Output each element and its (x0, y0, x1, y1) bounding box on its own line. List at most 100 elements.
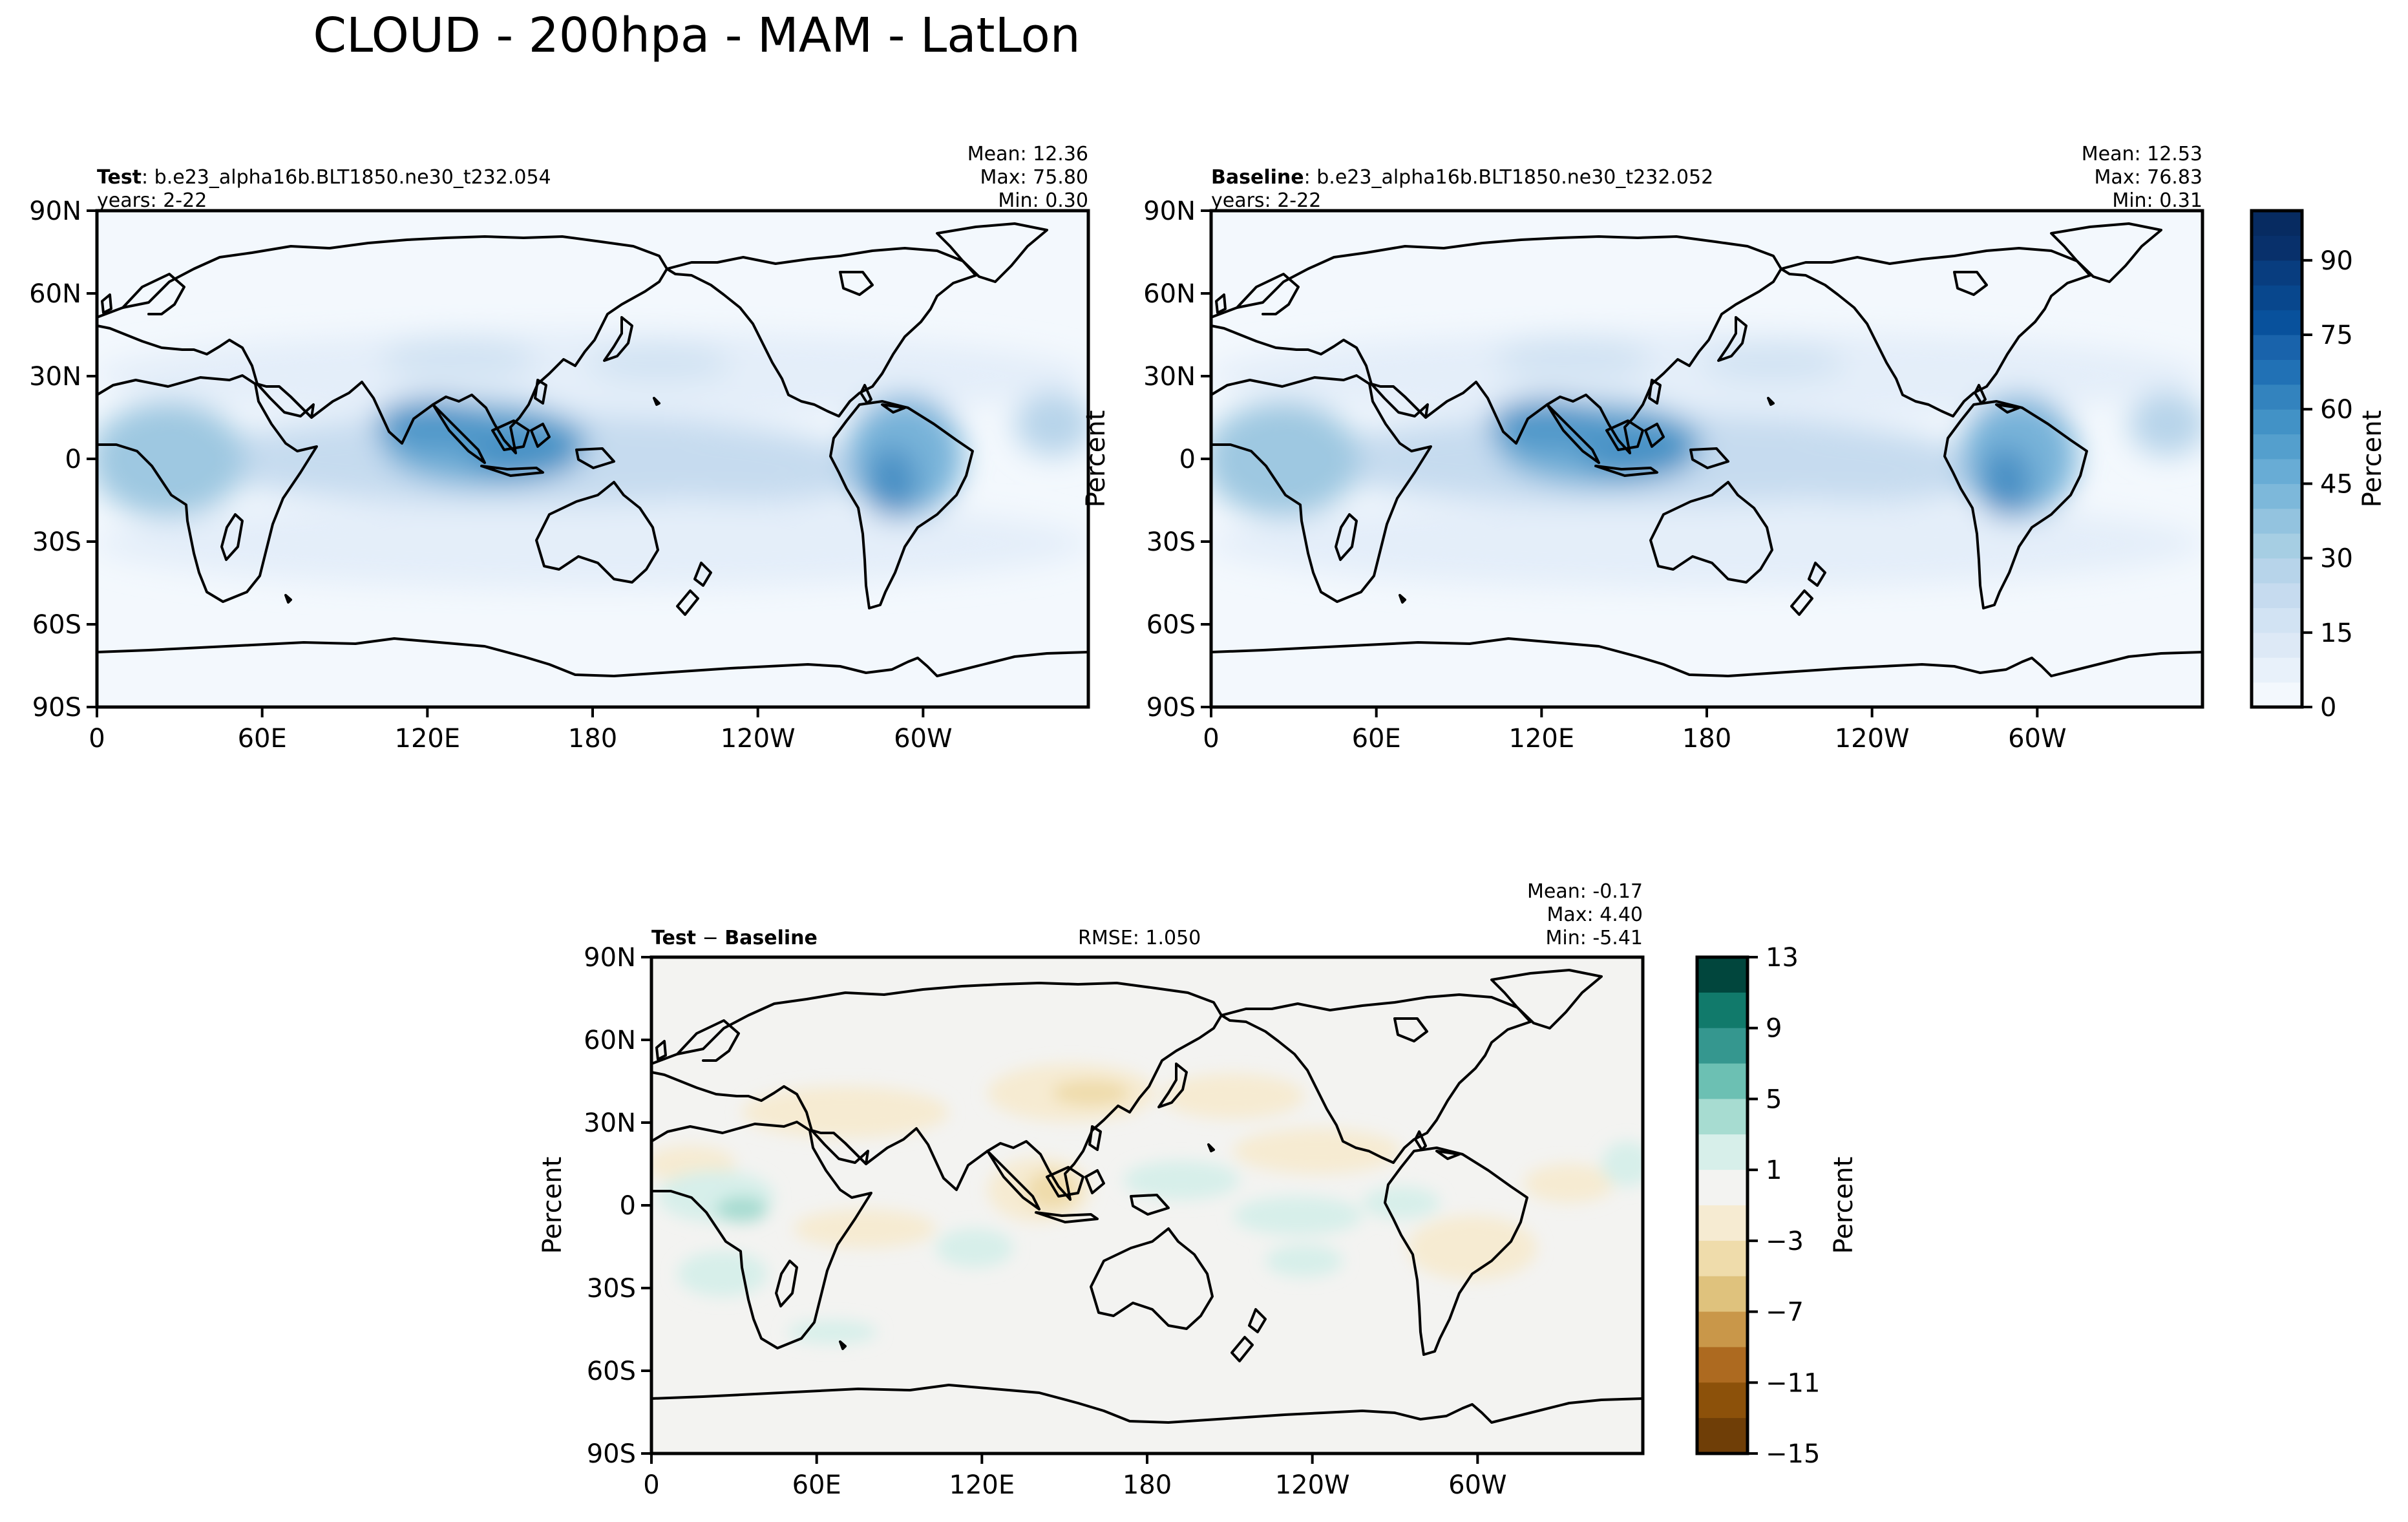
diff-colorbar-tick-label: 13 (1766, 943, 1799, 973)
diff-colorbar-level (1697, 992, 1748, 1029)
main-colorbar-tick-label: 75 (2320, 321, 2353, 350)
lat-tick-label: 30S (587, 1274, 636, 1304)
lat-tick-label: 60S (32, 610, 81, 640)
lat-tick-label: 60N (1143, 279, 1196, 309)
main-colorbar-level (2252, 434, 2302, 460)
diff-panel: 90N 60N 30N 0 30S 60S 90S 0 60E 120E 180 120W 60W P… (538, 880, 1653, 1500)
lat-tick-label: 90N (584, 943, 636, 973)
test-field (90, 211, 1092, 707)
lon-tick-label: 60E (1352, 724, 1401, 754)
diff-colorbar-level (1697, 1240, 1748, 1277)
lat-tick-label: 30S (1146, 527, 1196, 557)
lat-tick-label: 0 (620, 1191, 636, 1221)
main-colorbar-tick-label: 30 (2320, 544, 2353, 574)
diff-lat-ticks: 90N 60N 30N 0 30S 60S 90S (584, 943, 651, 1469)
lon-tick-label: 0 (643, 1470, 659, 1500)
baseline-field (1205, 211, 2206, 707)
test-label: Test: b.e23_alpha16b.BLT1850.ne30_t232.0… (97, 166, 551, 189)
diff-colorbar-level (1697, 1170, 1748, 1206)
diff-colorbar-level (1697, 1418, 1748, 1454)
main-colorbar-tick-label: 0 (2320, 693, 2336, 723)
main-colorbar-ticks: 0 15 30 45 60 75 90 (2302, 246, 2353, 723)
lat-tick-label: 90S (32, 693, 81, 723)
lat-tick-label: 60N (584, 1026, 636, 1055)
main-colorbar-level (2252, 533, 2302, 559)
baseline-lon-ticks: 0 60E 120E 180 120W 60W (1203, 707, 2067, 754)
test-years: years: 2-22 (97, 189, 207, 212)
test-min: Min: 0.30 (998, 189, 1088, 212)
diff-colorbar-label: Percent (1829, 1157, 1859, 1254)
baseline-mean: Mean: 12.53 (2082, 143, 2202, 165)
main-colorbar-level (2252, 211, 2302, 236)
main-colorbar-level (2252, 235, 2302, 261)
diff-colorbar-tick-label: 1 (1766, 1156, 1782, 1185)
lat-tick-label: 90S (587, 1439, 636, 1469)
main-colorbar-level (2252, 384, 2302, 410)
main-colorbar-level (2252, 508, 2302, 534)
diff-colorbar-frame (1695, 955, 1749, 1455)
diff-ylabel: Percent (538, 1157, 567, 1254)
main-colorbar-level (2252, 459, 2302, 484)
main-colorbar-level (2252, 483, 2302, 509)
diff-colorbar: 13 9 5 1 −3 −7 −11 −15 Percent (1695, 943, 1859, 1469)
main-colorbar-frame (2250, 209, 2304, 709)
diff-colorbar-level (1697, 1063, 1748, 1099)
lat-tick-label: 30N (584, 1108, 636, 1138)
diff-colorbar-tick-label: −11 (1766, 1368, 1820, 1398)
diff-colorbar-blocks (1697, 957, 1748, 1454)
lon-tick-label: 120W (1835, 724, 1910, 754)
lon-tick-label: 0 (1203, 724, 1219, 754)
diff-colorbar-tick-label: 9 (1766, 1014, 1782, 1044)
main-colorbar-tick-label: 15 (2320, 618, 2353, 648)
baseline-min: Min: 0.31 (2112, 189, 2202, 212)
lat-tick-label: 90N (29, 196, 81, 226)
baseline-ylabel: Percent (1081, 410, 1111, 508)
diff-max: Max: 4.40 (1547, 904, 1643, 926)
diff-colorbar-level (1697, 1205, 1748, 1242)
lon-tick-label: 60W (1448, 1470, 1506, 1500)
main-colorbar-level (2252, 310, 2302, 335)
diff-mean: Mean: -0.17 (1527, 880, 1643, 903)
main-colorbar-level (2252, 285, 2302, 311)
main-colorbar-label: Percent (2358, 410, 2387, 508)
diff-colorbar-tick-label: 5 (1766, 1084, 1782, 1114)
diff-colorbar-level (1697, 1099, 1748, 1135)
lon-tick-label: 120E (949, 1470, 1015, 1500)
diff-colorbar-level (1697, 1276, 1748, 1313)
test-mean: Mean: 12.36 (967, 143, 1088, 165)
diff-field (645, 957, 1653, 1453)
lat-tick-label: 60S (587, 1357, 636, 1386)
baseline-panel: 90N 60N 30N 0 30S 60S 90S 0 60E 120E 180 120W 60W P… (1081, 143, 2206, 754)
main-colorbar-level (2252, 335, 2302, 360)
lon-tick-label: 180 (1682, 724, 1731, 754)
lat-tick-label: 30N (1143, 362, 1196, 392)
main-colorbar-level (2252, 558, 2302, 584)
main-colorbar-tick-label: 60 (2320, 395, 2353, 425)
lat-tick-label: 60S (1146, 610, 1196, 640)
baseline-years: years: 2-22 (1211, 189, 1321, 212)
diff-rmse: RMSE: 1.050 (1078, 927, 1201, 949)
main-colorbar-level (2252, 682, 2302, 708)
lon-tick-label: 120W (721, 724, 796, 754)
main-colorbar-level (2252, 583, 2302, 608)
lat-tick-label: 90S (1146, 693, 1196, 723)
lat-tick-label: 30S (32, 527, 81, 557)
diff-colorbar-tick-label: −7 (1766, 1298, 1804, 1327)
diff-colorbar-level (1697, 1347, 1748, 1383)
diff-label: Test − Baseline (651, 927, 818, 949)
diff-colorbar-level (1697, 957, 1748, 993)
main-colorbar-level (2252, 409, 2302, 435)
test-lon-ticks: 0 60E 120E 180 120W 60W (89, 707, 953, 754)
main-colorbar-level (2252, 632, 2302, 658)
test-panel: 90N 60N 30N 0 30S 60S 90S 0 60E 120E 180 120W 60W T… (29, 143, 1092, 754)
lat-tick-label: 60N (29, 279, 81, 309)
main-colorbar-level (2252, 260, 2302, 286)
diff-colorbar-level (1697, 1311, 1748, 1348)
diff-lon-ticks: 0 60E 120E 180 120W 60W (643, 1453, 1507, 1500)
lon-tick-label: 0 (89, 724, 105, 754)
lat-tick-label: 30N (29, 362, 81, 392)
diff-colorbar-tick-label: −3 (1766, 1227, 1804, 1256)
diff-colorbar-level (1697, 1028, 1748, 1064)
lon-tick-label: 120W (1275, 1470, 1350, 1500)
